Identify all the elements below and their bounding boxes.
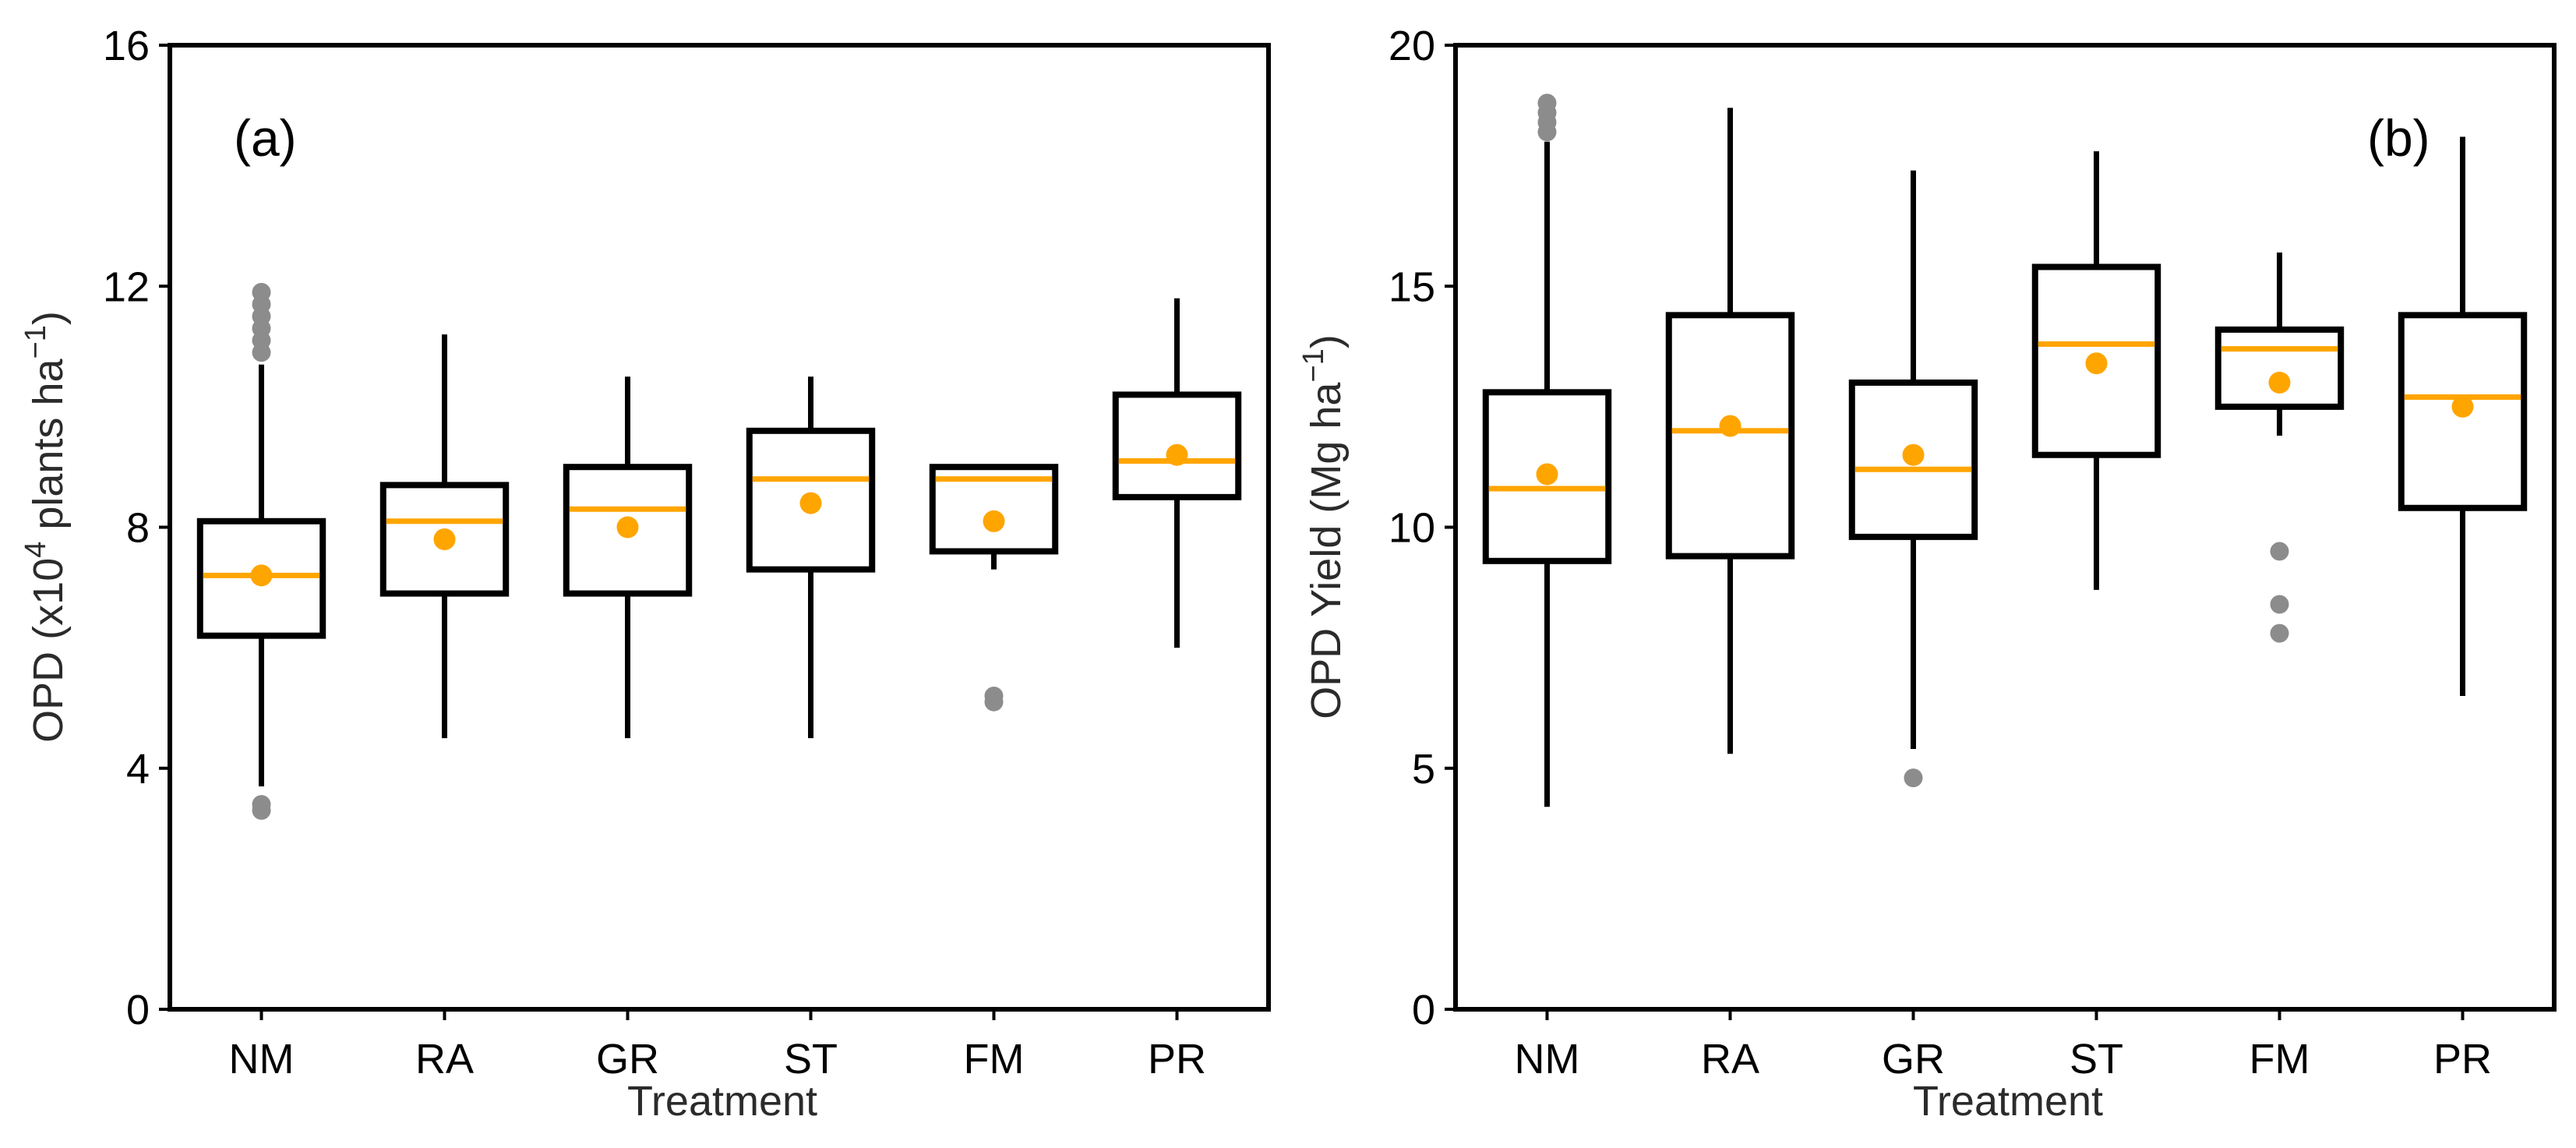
- mean-point-gr: [616, 516, 639, 539]
- mean-point-pr: [1166, 443, 1188, 466]
- mean-point-pr: [2451, 395, 2474, 418]
- outlier-point-fm: [2270, 542, 2289, 561]
- mean-point-st: [799, 492, 822, 514]
- outlier-point-fm: [2270, 623, 2289, 643]
- box-ra: [1665, 312, 1795, 560]
- box-ra: [379, 482, 510, 597]
- y-tick-label: 10: [1389, 505, 1435, 552]
- y-tick-label: 16: [103, 23, 150, 69]
- y-tick-label: 4: [126, 746, 150, 793]
- mean-point-ra: [1719, 415, 1741, 437]
- box-fm: [2214, 326, 2345, 410]
- outlier-point-nm: [252, 795, 271, 814]
- box-nm: [1482, 389, 1612, 564]
- mean-point-nm: [1536, 463, 1558, 486]
- x-tick-label-nm: NM: [1515, 1036, 1580, 1083]
- y-axis-title: OPD (x104 plants ha−1): [19, 311, 72, 743]
- outlier-point-fm: [2270, 595, 2289, 614]
- outlier-point-fm: [984, 686, 1004, 705]
- y-tick-label: 15: [1389, 263, 1435, 310]
- plot-frame: [1453, 43, 2557, 1012]
- y-axis-title-part: OPD (x10: [25, 558, 72, 743]
- x-tick-label-st: ST: [784, 1036, 838, 1083]
- y-axis-title-part: −1: [19, 325, 52, 359]
- outlier-point-gr: [1904, 768, 1923, 788]
- x-axis-title: Treatment: [627, 1078, 817, 1125]
- y-axis-title-part: plants ha: [25, 358, 72, 541]
- plot-frame: [168, 43, 1271, 1012]
- mean-point-gr: [1902, 443, 1925, 466]
- x-tick-label-fm: FM: [964, 1036, 1025, 1083]
- mean-point-fm: [983, 510, 1005, 532]
- y-axis-title: OPD Yield (Mg ha−1): [1297, 334, 1350, 719]
- panel-label: (b): [2367, 109, 2430, 167]
- x-tick-label-ra: RA: [415, 1036, 474, 1083]
- x-tick-label-nm: NM: [229, 1036, 295, 1083]
- x-tick-label-st: ST: [2070, 1036, 2123, 1083]
- y-axis-title-part: ): [1303, 334, 1350, 348]
- x-tick-label-gr: GR: [1882, 1036, 1945, 1083]
- y-tick-label: 0: [1412, 987, 1435, 1033]
- x-axis-title: Treatment: [1913, 1078, 2103, 1125]
- x-tick-label-fm: FM: [2250, 1036, 2310, 1083]
- mean-point-st: [2085, 352, 2108, 375]
- y-axis-title-part: 4: [19, 542, 52, 558]
- x-tick-label-pr: PR: [2433, 1036, 2492, 1083]
- mean-point-nm: [250, 564, 273, 587]
- outlier-point-nm: [1537, 94, 1557, 113]
- y-tick-label: 8: [126, 505, 150, 552]
- x-tick-label-ra: RA: [1701, 1036, 1759, 1083]
- y-tick-label: 0: [126, 987, 150, 1033]
- y-tick-label: 12: [103, 263, 150, 310]
- x-tick-label-gr: GR: [596, 1036, 659, 1083]
- box-gr: [1848, 379, 1978, 540]
- outlier-point-nm: [252, 282, 271, 302]
- x-tick-label-pr: PR: [1148, 1036, 1206, 1083]
- mean-point-fm: [2268, 371, 2291, 394]
- y-tick-label: 20: [1389, 23, 1435, 69]
- mean-point-ra: [433, 528, 456, 550]
- y-tick-label: 5: [1412, 746, 1435, 793]
- y-axis-title-part: −1: [1297, 348, 1330, 382]
- y-axis-title-part: ): [25, 311, 72, 325]
- panel-label: (a): [234, 109, 297, 167]
- panel-b: 0 5 10 15 20 NM RA GR ST FM PR Treatment OPD Yield (…: [1297, 23, 2557, 1125]
- y-axis-title-part: OPD Yield (Mg ha: [1303, 382, 1350, 719]
